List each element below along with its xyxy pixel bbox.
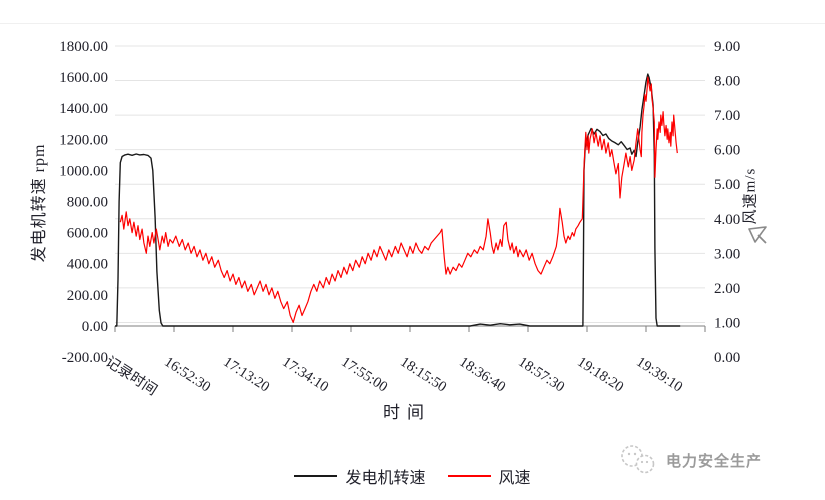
left-axis-tick-label: -200.00 [62, 350, 108, 366]
right-axis-tick-label: 7.00 [714, 108, 740, 124]
left-axis-tick-label: 400.00 [67, 257, 108, 273]
x-axis-category-label: 16:52:30 [161, 354, 213, 396]
right-axis-tick-label: 3.00 [714, 246, 740, 262]
x-axis-title: 时间 [383, 403, 431, 422]
x-axis-category-label: 18:57:30 [515, 354, 567, 396]
legend-item-wind-speed: 风速 [447, 464, 531, 488]
left-axis-title: 发电机转速 rpm [31, 143, 48, 263]
left-axis-tick-label: 800.00 [67, 195, 108, 211]
left-axis-tick-label: 1200.00 [59, 132, 108, 148]
watermark: 电力安全生产 [618, 443, 762, 477]
watermark-logo-icon [621, 445, 655, 474]
x-axis-category-label: 18:36:40 [456, 354, 508, 396]
generator-speed-line-swatch [294, 475, 338, 477]
right-axis-tick-label: 6.00 [714, 143, 740, 159]
left-axis-tick-label: 1800.00 [59, 39, 108, 55]
right-axis-tick-label: 9.00 [714, 39, 740, 55]
left-axis-tick-label: 200.00 [67, 288, 108, 304]
left-axis-tick-label: 1600.00 [59, 70, 108, 86]
right-axis-tick-label: 8.00 [714, 74, 740, 90]
right-axis-tick-label: 5.00 [714, 177, 740, 193]
series-line-wind-speed [119, 76, 678, 323]
right-axis-tick-label: 4.00 [714, 212, 740, 228]
x-axis-category-label: 18:15:50 [397, 354, 449, 396]
x-axis-category-label: 17:34:10 [279, 354, 331, 396]
left-axis-tick-label: 0.00 [82, 319, 108, 335]
legend-label-generator-speed: 发电机转速 [345, 470, 426, 487]
right-axis-tick-label: 1.00 [714, 315, 740, 331]
left-axis-tick-label: 1000.00 [59, 163, 108, 179]
chart-border-line [0, 23, 825, 24]
chart-legend: 发电机转速 风速 [0, 464, 825, 488]
right-axis-tick-label: 0.00 [714, 350, 740, 366]
legend-label-wind-speed: 风速 [498, 470, 531, 487]
mouse-cursor-icon [748, 226, 767, 244]
x-axis-category-label: 17:13:20 [220, 354, 272, 396]
x-axis-category-label: 19:39:10 [633, 354, 685, 396]
watermark-text: 电力安全生产 [666, 452, 763, 470]
wind-speed-line-swatch [447, 475, 491, 477]
left-axis-tick-label: 600.00 [67, 226, 108, 242]
right-axis-title: 风速m/s [742, 167, 759, 225]
right-axis-tick-label: 2.00 [714, 281, 740, 297]
x-axis-category-label: 19:18:20 [574, 354, 626, 396]
left-axis-tick-label: 1400.00 [59, 101, 108, 117]
legend-item-generator-speed: 发电机转速 [294, 464, 426, 488]
x-axis-category-label: 记录时间 [102, 353, 160, 399]
x-axis-category-label: 17:55:00 [338, 354, 390, 396]
